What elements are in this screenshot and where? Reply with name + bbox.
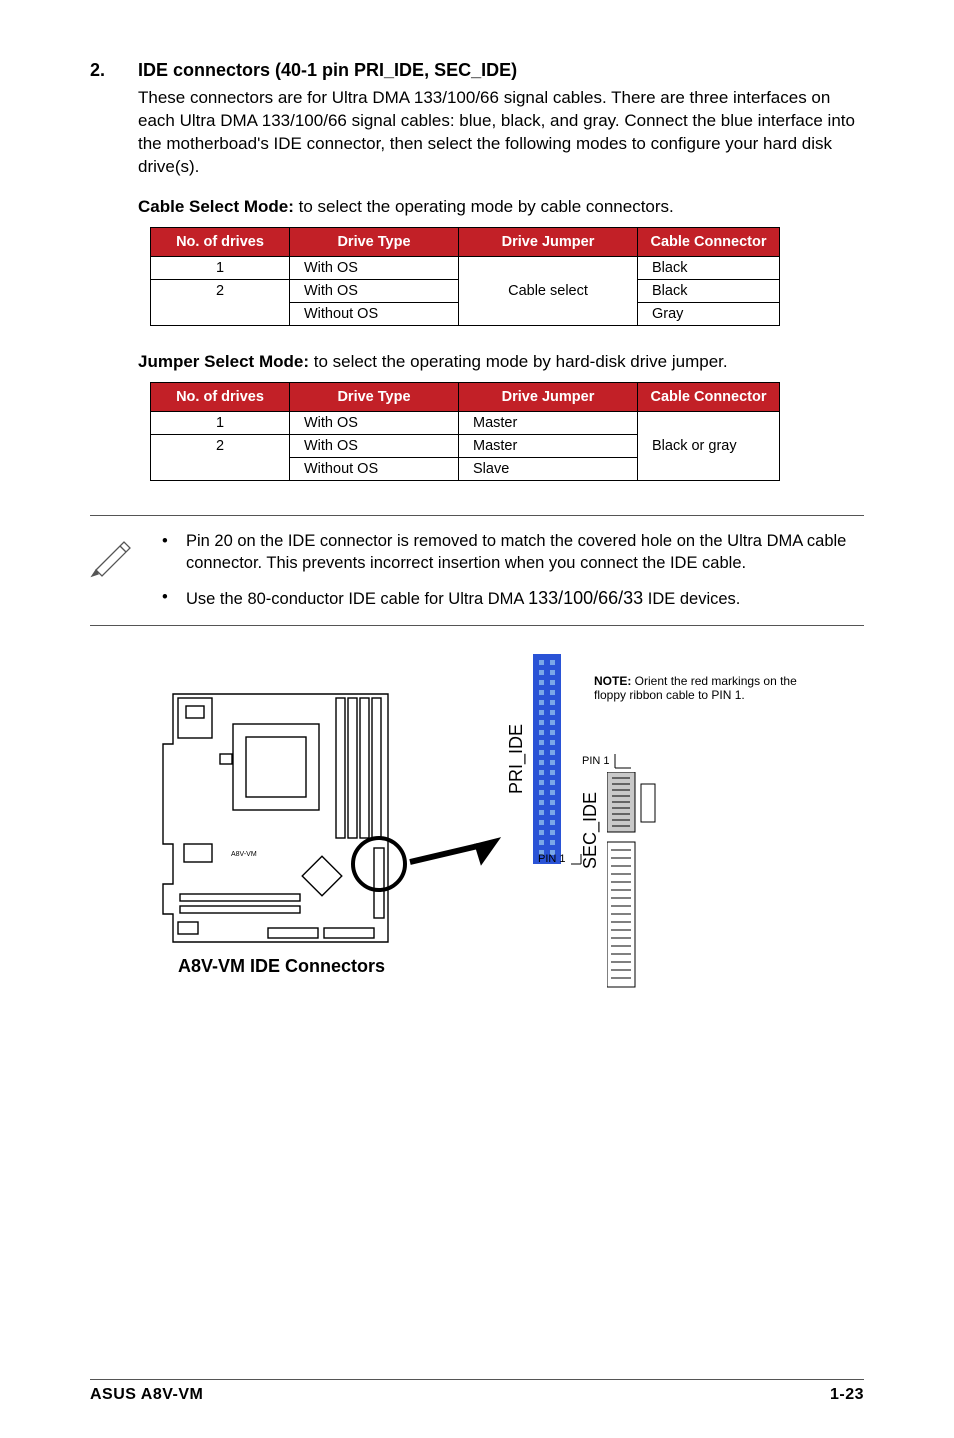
col-drives: No. of drives xyxy=(151,382,290,411)
note-item: • Use the 80-conductor IDE cable for Ult… xyxy=(162,586,864,610)
cell xyxy=(638,457,780,480)
col-connector: Cable Connector xyxy=(638,382,780,411)
pin1-label: PIN 1 xyxy=(582,752,633,770)
cell: Without OS xyxy=(290,302,459,325)
cell: Black xyxy=(638,279,780,302)
cell: Cable select xyxy=(459,279,638,302)
page-footer: ASUS A8V-VM 1-23 xyxy=(90,1379,864,1404)
pri-ide-connector: PRI_IDE xyxy=(506,654,561,864)
note-text-part: 133/100/66/33 xyxy=(528,588,643,608)
cell: Gray xyxy=(638,302,780,325)
note-text: Pin 20 on the IDE connector is removed t… xyxy=(186,530,864,575)
table-row: Without OS Gray xyxy=(151,302,780,325)
cell: With OS xyxy=(290,256,459,279)
section-heading: 2. IDE connectors (40-1 pin PRI_IDE, SEC… xyxy=(90,60,864,81)
table-row: 2 With OS Master Black or gray xyxy=(151,434,780,457)
section-title: IDE connectors (40-1 pin PRI_IDE, SEC_ID… xyxy=(138,60,517,81)
note-block: • Pin 20 on the IDE connector is removed… xyxy=(90,515,864,626)
board-model-label: A8V-VM xyxy=(231,851,257,858)
cell: With OS xyxy=(290,434,459,457)
cell: 2 xyxy=(151,434,290,457)
connector-diagram: A8V-VM PRI_IDE xyxy=(138,654,864,1014)
diagram-caption: A8V-VM IDE Connectors xyxy=(178,956,385,977)
cell: Without OS xyxy=(290,457,459,480)
jumper-mode-lead: Jumper Select Mode: to select the operat… xyxy=(138,352,864,372)
note-text: Use the 80-conductor IDE cable for Ultra… xyxy=(186,586,740,610)
cell: With OS xyxy=(290,411,459,434)
diagram-note-bold: NOTE: xyxy=(594,674,631,688)
cable-mode-desc: to select the operating mode by cable co… xyxy=(294,197,674,216)
table-row: 2 With OS Cable select Black xyxy=(151,279,780,302)
pin1-text: PIN 1 xyxy=(538,852,566,864)
note-list: • Pin 20 on the IDE connector is removed… xyxy=(162,530,864,611)
note-text-part: IDE devices. xyxy=(643,590,740,608)
section-number: 2. xyxy=(90,60,138,81)
table-row: 1 With OS Master xyxy=(151,411,780,434)
col-drives: No. of drives xyxy=(151,227,290,256)
cell xyxy=(459,302,638,325)
table-header-row: No. of drives Drive Type Drive Jumper Ca… xyxy=(151,227,780,256)
cable-mode-table: No. of drives Drive Type Drive Jumper Ca… xyxy=(150,227,780,326)
diagram-note: NOTE: Orient the red markings on the flo… xyxy=(594,674,824,703)
note-item: • Pin 20 on the IDE connector is removed… xyxy=(162,530,864,575)
footer-right: 1-23 xyxy=(830,1386,864,1404)
bullet-icon: • xyxy=(162,530,186,575)
pri-ide-label: PRI_IDE xyxy=(506,724,527,794)
cell xyxy=(151,457,290,480)
col-type: Drive Type xyxy=(290,227,459,256)
cell: Slave xyxy=(459,457,638,480)
jumper-mode-label: Jumper Select Mode: xyxy=(138,352,309,371)
cell: Black or gray xyxy=(638,434,780,457)
footer-left: ASUS A8V-VM xyxy=(90,1386,203,1404)
pencil-icon xyxy=(90,530,138,583)
pin1-text: PIN 1 xyxy=(582,754,610,766)
cell: Master xyxy=(459,434,638,457)
note-text-part: Use the 80-conductor IDE cable for Ultra… xyxy=(186,590,528,608)
col-jumper: Drive Jumper xyxy=(459,382,638,411)
cell: 2 xyxy=(151,279,290,302)
cell: 1 xyxy=(151,411,290,434)
sec-ide-connector: SEC_IDE xyxy=(580,772,667,992)
table-row: Without OS Slave xyxy=(151,457,780,480)
cell: Master xyxy=(459,411,638,434)
col-type: Drive Type xyxy=(290,382,459,411)
cell xyxy=(638,411,780,434)
bullet-icon: • xyxy=(162,586,186,610)
table-row: 1 With OS Black xyxy=(151,256,780,279)
cable-mode-label: Cable Select Mode: xyxy=(138,197,294,216)
jumper-mode-table: No. of drives Drive Type Drive Jumper Ca… xyxy=(150,382,780,481)
cell: With OS xyxy=(290,279,459,302)
motherboard-outline: A8V-VM xyxy=(138,684,518,984)
sec-ide-label: SEC_IDE xyxy=(580,792,601,869)
cell: 1 xyxy=(151,256,290,279)
pin1-label: PIN 1 xyxy=(538,852,583,866)
cable-mode-lead: Cable Select Mode: to select the operati… xyxy=(138,197,864,217)
table-header-row: No. of drives Drive Type Drive Jumper Ca… xyxy=(151,382,780,411)
cell xyxy=(459,256,638,279)
col-jumper: Drive Jumper xyxy=(459,227,638,256)
cell: Black xyxy=(638,256,780,279)
jumper-mode-desc: to select the operating mode by hard-dis… xyxy=(309,352,728,371)
col-connector: Cable Connector xyxy=(638,227,780,256)
cell xyxy=(151,302,290,325)
intro-paragraph: These connectors are for Ultra DMA 133/1… xyxy=(138,87,864,179)
